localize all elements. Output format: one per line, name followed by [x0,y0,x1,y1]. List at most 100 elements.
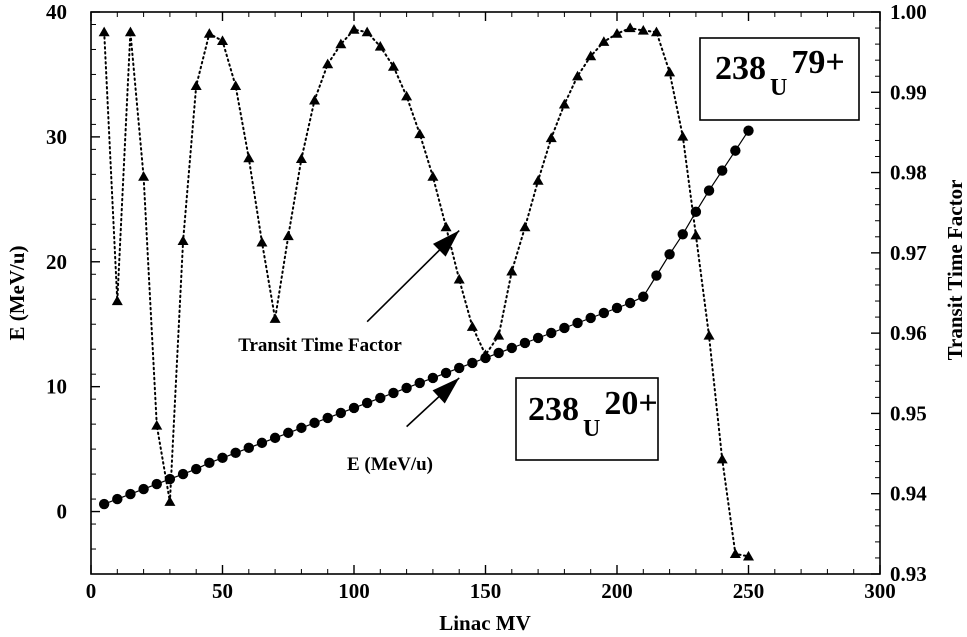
transit-time-point [322,58,334,69]
y-tick-label: 10 [46,375,67,399]
transit-time-point [414,128,426,139]
energy-point [98,498,110,510]
energy-point [677,229,688,240]
transit-time-point [690,229,702,240]
label-u20-main: 238 [528,391,579,428]
label-box-u79: 238 U 79+ [699,37,860,121]
transit-time-point [295,153,307,164]
energy-point [361,397,373,409]
transit-time-point [387,61,399,71]
transit-time-line [103,27,750,558]
transit-time-point [138,171,150,181]
annotations: Transit Time Factor E (MeV/u) [238,229,460,475]
x-tick-label: 200 [601,579,633,603]
energy-point [388,387,399,399]
x-tick-label: 100 [338,579,370,603]
transit-time-point [440,221,452,232]
transit-time-point [230,80,242,90]
energy-point [624,297,636,309]
energy-point [598,307,610,319]
transit-time-point [703,330,715,340]
y2-axis-title: Transit Time Factor [943,180,967,361]
label-box-u79-frame [699,37,860,121]
energy-point [125,488,136,500]
transit-time-point [256,236,268,247]
transit-time-point [453,273,465,284]
transit-time-annotation: Transit Time Factor [238,335,402,356]
energy-point [138,483,149,495]
label-box-u20-frame [515,377,659,461]
tick-marks [90,11,881,575]
x-tick-label: 300 [864,579,896,603]
transit-time-point [190,80,202,90]
y2-tick-label: 1.00 [890,0,927,24]
transit-time-point [401,90,413,101]
energy-point [348,402,360,414]
energy-point [519,337,531,349]
transit-time-point [519,221,531,232]
label-u79-sub: U [770,75,787,101]
energy-point [703,185,715,196]
transit-time-point [743,550,754,561]
transit-time-point [729,548,741,559]
transit-time-point [664,66,676,77]
energy-point [651,270,662,281]
x-tick-label: 50 [212,579,233,603]
energy-point [546,327,557,339]
energy-point [611,302,623,314]
energy-point [269,432,281,444]
transit-time-point [361,26,373,37]
energy-point [730,145,741,156]
transit-time-point [532,175,544,185]
transit-time-point [506,265,518,276]
transit-time-point [493,330,505,340]
transit-time-point [98,26,110,37]
transit-time-point [624,22,636,33]
transit-time-point [611,28,623,38]
transit-time-point [282,230,294,241]
transit-time-point [243,152,255,163]
energy-point [283,427,294,439]
series-markers [98,22,754,561]
y-axis-title: E (MeV/u) [5,245,29,340]
transit-time-point [111,295,123,306]
energy-point [256,437,268,449]
y-tick-label: 20 [46,250,67,274]
y-tick-label: 30 [46,125,67,149]
energy-point [572,317,583,329]
transit-time-point [637,24,649,35]
x-tick-label: 0 [86,579,97,603]
transit-time-point [466,321,478,331]
energy-point [690,206,702,218]
transit-time-point [309,94,321,105]
label-u20-sub: U [583,416,600,442]
energy-point [493,347,504,359]
energy-point [151,478,162,490]
y2-tick-label: 0.96 [890,321,927,345]
transit-time-point [716,453,728,464]
energy-point [585,312,596,324]
energy-point [164,473,176,485]
y2-tick-label: 0.99 [890,80,927,104]
transit-time-point [269,313,281,323]
energy-point [296,422,307,434]
transit-time-point [203,28,215,38]
energy-point [664,249,675,260]
energy-point [717,165,728,176]
energy-point [243,442,254,454]
energy-point [467,357,478,369]
energy-point [191,463,202,475]
transit-time-point [572,70,584,81]
transit-time-point [348,24,360,34]
energy-point [112,493,123,505]
x-axis-title: Linac MV [439,611,531,635]
transit-time-point [585,50,597,61]
energy-point [638,291,649,302]
transit-time-point [558,98,570,109]
energy-point [559,322,570,334]
label-box-u20: 238 U 20+ [515,377,659,461]
y2-tick-label: 0.97 [890,241,927,265]
transit-time-point [124,26,136,37]
y2-tick-label: 0.93 [890,562,927,586]
transit-time-point [177,235,189,245]
